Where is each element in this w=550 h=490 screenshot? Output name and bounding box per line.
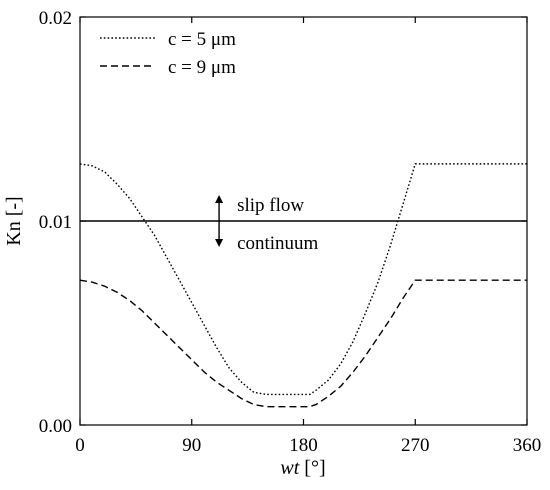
legend-label-2: c = 9 μm — [168, 57, 236, 78]
series-line-2 — [79, 279, 527, 408]
x-tick-label: 0 — [75, 435, 85, 456]
x-tick-label: 270 — [401, 435, 430, 456]
x-tick-label: 90 — [182, 435, 201, 456]
y-axis-label: Kn [-] — [3, 196, 25, 245]
x-axis-label-unit: [°] — [299, 457, 325, 479]
series-line-1 — [79, 163, 527, 396]
continuum-label: continuum — [237, 233, 318, 254]
legend: c = 5 μm c = 9 μm — [100, 29, 236, 78]
y-tick-label: 0.02 — [39, 8, 72, 29]
series-group — [79, 163, 527, 408]
y-tick-label: 0.00 — [39, 416, 72, 437]
y-tick-label: 0.01 — [39, 212, 72, 233]
legend-label-1: c = 5 μm — [168, 29, 236, 50]
x-axis-label-var: wt — [280, 457, 299, 479]
slip-flow-label: slip flow — [237, 195, 304, 216]
x-tick-label: 180 — [289, 435, 318, 456]
x-tick-label: 360 — [513, 435, 542, 456]
x-axis-label: wt [°] — [280, 457, 325, 479]
annotations-group: slip flow continuum — [215, 195, 319, 254]
axis-ticks: 0 90 180 270 360 0.00 0.01 0.02 — [39, 8, 542, 456]
